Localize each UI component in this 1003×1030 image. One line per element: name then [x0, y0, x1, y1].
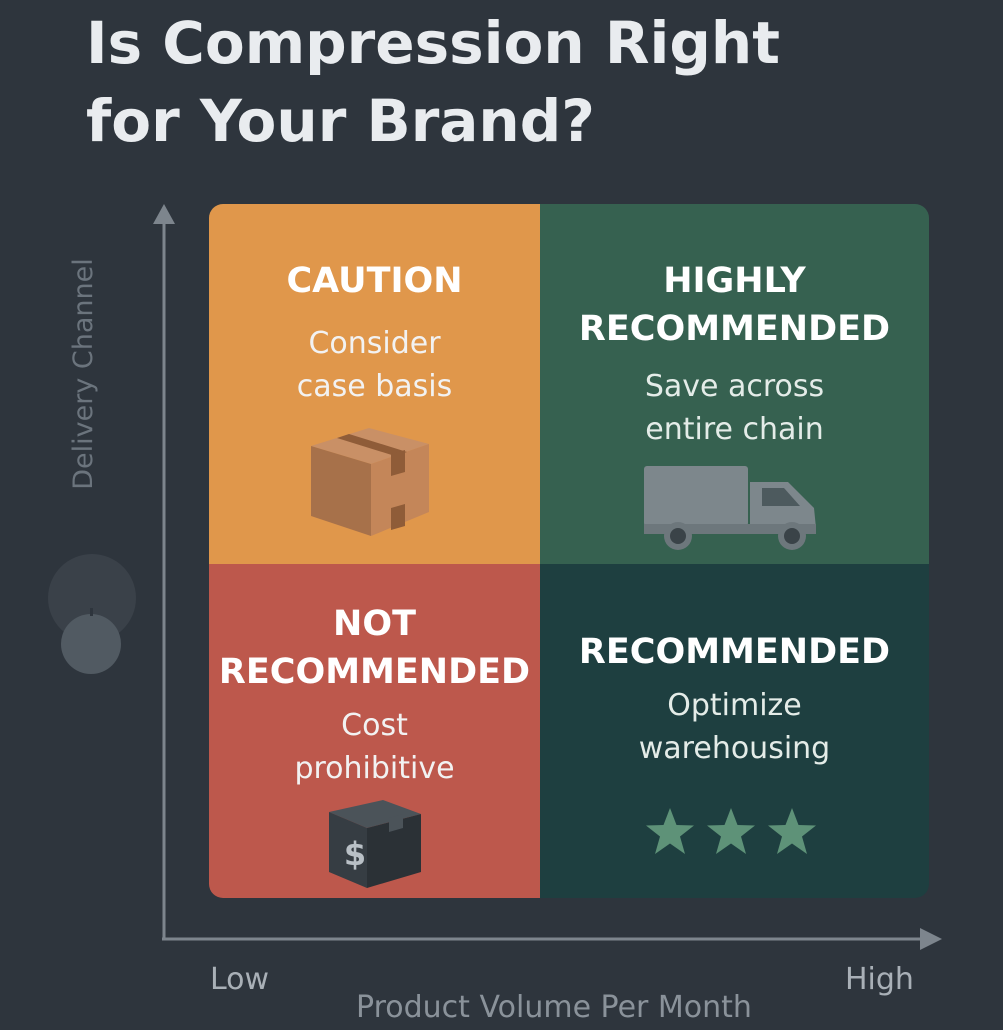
heading-line-1: NOT — [333, 604, 416, 644]
quadrant-recommended: RECOMMENDED Optimize warehousing — [540, 564, 929, 898]
star-icon — [707, 808, 755, 854]
decision-matrix: CAUTION Consider case basis HIGHLY RECOM… — [209, 204, 929, 898]
heading-line-2: RECOMMENDED — [578, 309, 891, 349]
box-icon — [311, 428, 429, 536]
description-line-1: Consider — [308, 326, 441, 361]
description-line-1: Cost — [341, 708, 408, 743]
quadrant-highly-recommended: HIGHLY RECOMMENDED Save across entire ch… — [540, 204, 929, 564]
dollar-sign: $ — [344, 835, 366, 873]
quadrant-description: Save across entire chain — [540, 365, 929, 451]
x-axis-low-label: Low — [210, 962, 270, 997]
quadrant-description: Optimize warehousing — [540, 684, 929, 770]
three-stars-icon — [646, 808, 816, 854]
y-axis-arrow — [153, 204, 175, 224]
description-line-1: Optimize — [667, 688, 802, 723]
quadrant-heading: RECOMMENDED — [578, 632, 891, 672]
heading-line-2: RECOMMENDED — [218, 652, 531, 692]
dollar-box-icon: $ — [329, 800, 421, 888]
description-line-2: entire chain — [645, 412, 824, 447]
truck-icon — [644, 466, 816, 550]
heading-line-1: HIGHLY — [663, 261, 806, 301]
star-icon — [768, 808, 816, 854]
description-line-2: prohibitive — [294, 751, 455, 786]
y-axis-label: Delivery Channel — [68, 258, 99, 490]
decorative-circles — [48, 554, 136, 674]
title-line-2: for Your Brand? — [86, 87, 595, 155]
quadrant-not-recommended: NOT RECOMMENDED Cost prohibitive $ — [209, 564, 540, 898]
x-axis-arrow — [920, 928, 942, 950]
quadrant-heading: CAUTION — [286, 261, 463, 301]
description-line-2: case basis — [296, 369, 453, 404]
title-line-1: Is Compression Right — [86, 9, 780, 77]
quadrant-caution: CAUTION Consider case basis — [209, 204, 540, 564]
x-axis-label: Product Volume Per Month — [356, 990, 752, 1025]
quadrant-description: Cost prohibitive — [209, 704, 540, 790]
quadrant-heading: HIGHLY RECOMMENDED — [540, 204, 929, 353]
quadrant-description: Consider case basis — [209, 322, 540, 408]
star-icon — [646, 808, 694, 854]
x-axis-high-label: High — [845, 962, 914, 997]
page-title: Is Compression Right for Your Brand? — [86, 4, 846, 160]
description-line-2: warehousing — [638, 731, 831, 766]
description-line-1: Save across — [644, 369, 825, 404]
quadrant-heading: NOT RECOMMENDED — [209, 564, 540, 696]
